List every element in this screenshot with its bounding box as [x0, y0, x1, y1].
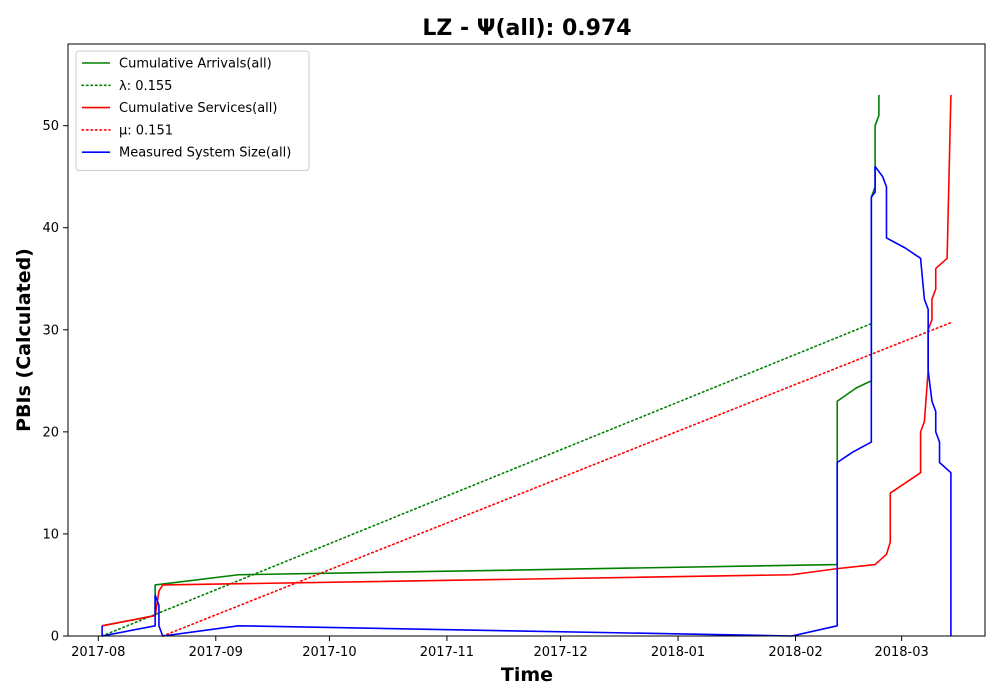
series-line-2	[101, 95, 952, 627]
ticks-layer: 2017-08 2017-09 2017-10 2017-11 2017-12 2018-…	[42, 119, 928, 660]
x-tick-label: 2017-11	[420, 645, 474, 660]
legend-label: Measured System Size(all)	[119, 146, 291, 161]
y-tick-label: 0	[51, 630, 59, 645]
series-line-0	[101, 95, 880, 627]
y-tick-label: 30	[42, 323, 59, 338]
x-tick-label: 2017-08	[71, 645, 125, 660]
legend: Cumulative Arrivals(all) λ: 0.155 Cumulati…	[75, 50, 310, 171]
y-axis-label: PBIs (Calculated)	[13, 248, 35, 432]
chart-title: LZ - Ψ(all): 0.974	[422, 16, 631, 41]
x-tick-label: 2017-09	[189, 645, 243, 660]
plot-frame	[67, 43, 986, 637]
x-tick-label: 2018-01	[651, 645, 705, 660]
series-line-1	[101, 322, 873, 637]
legend-label: Cumulative Services(all)	[119, 101, 277, 116]
y-tick-label: 50	[42, 119, 59, 134]
y-tick-label: 10	[42, 527, 59, 542]
x-tick-label: 2018-02	[768, 645, 822, 660]
x-tick-label: 2017-12	[533, 645, 587, 660]
legend-label: μ: 0.151	[119, 123, 173, 138]
series-layer	[101, 95, 952, 637]
series-line-4	[101, 165, 952, 637]
x-axis-label: Time	[501, 664, 553, 686]
x-tick-label: 2018-03	[874, 645, 928, 660]
y-tick-label: 40	[42, 221, 59, 236]
legend-label: λ: 0.155	[119, 79, 172, 94]
legend-label: Cumulative Arrivals(all)	[119, 57, 272, 72]
x-tick-label: 2017-10	[302, 645, 356, 660]
y-tick-label: 20	[42, 425, 59, 440]
series-line-3	[161, 321, 952, 637]
legend-box	[75, 50, 310, 171]
